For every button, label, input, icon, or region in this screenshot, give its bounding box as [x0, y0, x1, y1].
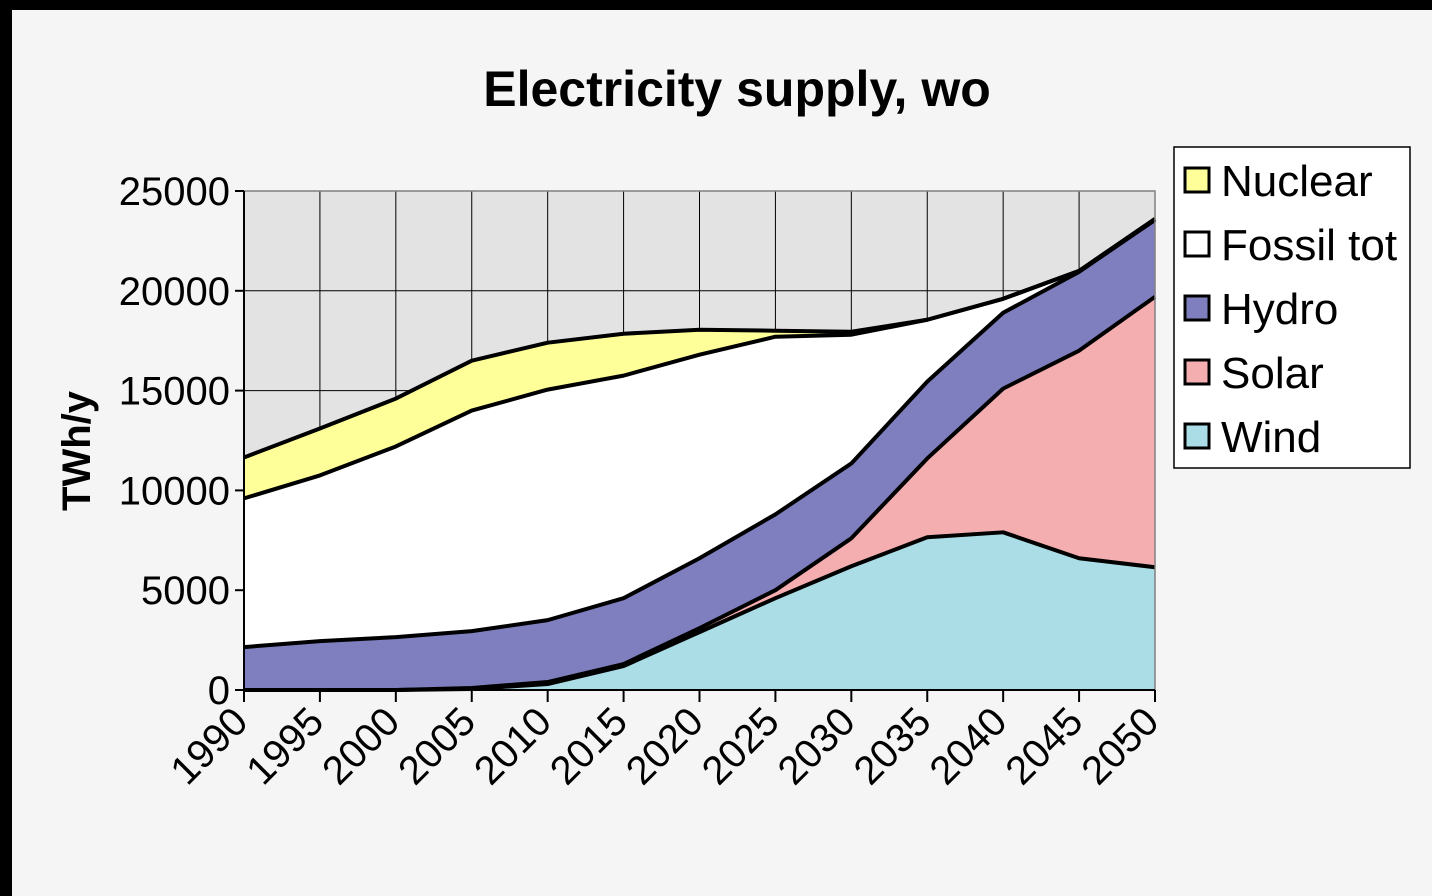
x-tick-label: 2030	[770, 699, 864, 793]
x-tick-label: 1990	[162, 699, 256, 793]
stacked-area-chart: Electricity supply, wo 0 5000 10000 15000 20…	[55, 61, 1411, 793]
x-tick-label: 2050	[1073, 699, 1167, 793]
line-nuclear	[243, 217, 1157, 460]
legend-label: Solar	[1221, 349, 1324, 398]
x-tick-label: 1995	[238, 699, 332, 793]
legend-label: Wind	[1221, 413, 1321, 462]
y-axis-label: TWh/y	[55, 390, 99, 511]
plot-area	[243, 190, 1157, 692]
y-tick-label: 20000	[119, 270, 230, 314]
legend-box	[1173, 146, 1411, 469]
y-tick-label: 15000	[119, 370, 230, 414]
y-tick-label: 10000	[119, 469, 230, 513]
x-tick-label: 2010	[466, 699, 560, 793]
y-tick-label: 25000	[119, 170, 230, 214]
area-fossil-tot	[244, 218, 1155, 648]
x-tick-label: 2000	[314, 699, 408, 793]
y-tick-label: 0	[208, 669, 230, 713]
y-axis: 0 5000 10000 15000 20000 25000	[119, 170, 245, 713]
x-tick-label: 2020	[618, 699, 712, 793]
chart-title: Electricity supply, wo	[483, 61, 991, 117]
x-tick-label: 2040	[921, 699, 1015, 793]
x-tick-label: 2025	[694, 699, 788, 793]
legend-label: Nuclear	[1221, 157, 1373, 206]
legend-swatch	[1183, 422, 1211, 450]
legend: Nuclear Fossil tot Hydro Solar Wind	[1173, 146, 1411, 469]
x-tick-label: 2035	[846, 699, 940, 793]
area-solar	[244, 296, 1155, 690]
x-axis: 1990199520002005201020152020202520302035…	[162, 689, 1167, 793]
legend-label: Hydro	[1221, 285, 1338, 334]
legend-label: Fossil tot	[1221, 221, 1397, 270]
y-tick-label: 5000	[141, 569, 230, 613]
area-wind	[244, 532, 1155, 690]
x-tick-label: 2015	[542, 699, 636, 793]
x-tick-label: 2045	[997, 699, 1091, 793]
line-hydro	[243, 218, 1157, 650]
legend-swatch	[1183, 230, 1211, 258]
area-hydro	[244, 219, 1155, 690]
chart-canvas: Electricity supply, wo 0 5000 10000 15000 20…	[12, 10, 1432, 896]
legend-swatch	[1183, 294, 1211, 322]
legend-swatch	[1183, 166, 1211, 194]
x-tick-label: 2005	[390, 699, 484, 793]
legend-swatch	[1183, 358, 1211, 386]
